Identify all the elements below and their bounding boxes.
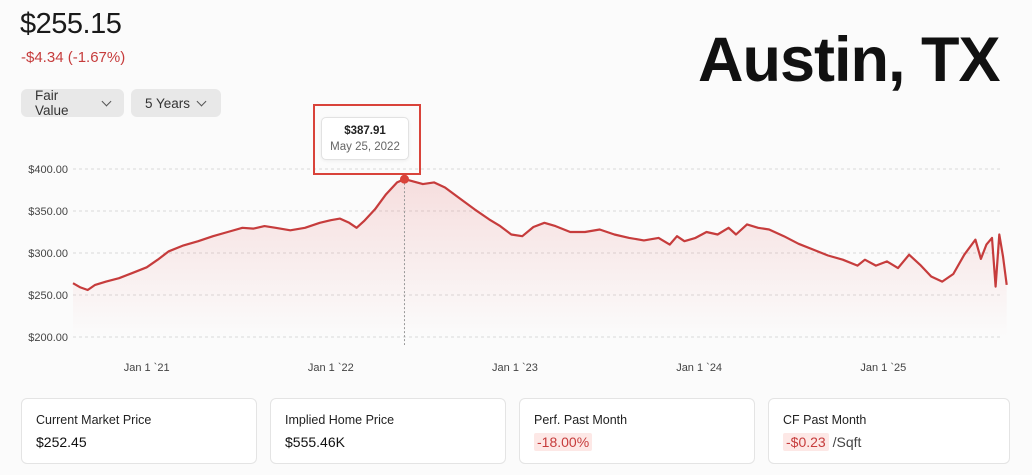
highlight-point[interactable] (399, 174, 409, 184)
card-label: Perf. Past Month (534, 413, 628, 427)
y-tick-label: $300.00 (28, 248, 68, 260)
city-title: Austin, TX (698, 25, 1000, 95)
tooltip-highlight-box (313, 104, 421, 175)
x-tick-label: Jan 1 `24 (676, 362, 722, 374)
range-dropdown[interactable]: 5 Years (131, 89, 221, 117)
card-cf-past-month: CF Past Month -$0.23 /Sqft (768, 398, 1010, 464)
range-dropdown-label: 5 Years (145, 95, 191, 111)
card-label: Implied Home Price (285, 413, 395, 427)
chart-series-line (72, 178, 1008, 292)
price-change: -$4.34 (-1.67%) (21, 49, 126, 66)
card-unit: /Sqft (832, 434, 862, 450)
x-tick-label: Jan 1 `25 (860, 362, 906, 374)
tooltip-date: May 25, 2022 (330, 141, 400, 153)
chart-tooltip: $387.91 May 25, 2022 (321, 117, 409, 160)
card-implied-home-price: Implied Home Price $555.46K (270, 398, 506, 464)
card-value: $555.46K (285, 434, 345, 450)
y-tick-label: $350.00 (28, 206, 68, 218)
card-perf-past-month: Perf. Past Month -18.00% (519, 398, 755, 464)
tooltip-value: $387.91 (344, 125, 386, 137)
card-value: -18.00% (534, 433, 593, 451)
card-value: -$0.23 (783, 433, 829, 451)
card-current-market-price: Current Market Price $252.45 (21, 398, 257, 464)
price-chart[interactable]: $400.00 $350.00 $300.00 $250.00 $200.00 Jan … (0, 100, 1032, 385)
x-tick-label: Jan 1 `21 (124, 362, 170, 374)
metric-dropdown[interactable]: Fair Value (21, 88, 124, 118)
card-value: $252.45 (36, 434, 87, 450)
chart-area-fill (73, 179, 1007, 337)
card-label: Current Market Price (36, 413, 152, 427)
y-tick-label: $200.00 (28, 332, 68, 344)
metric-dropdown-label: Fair Value (35, 88, 69, 118)
y-tick-label: $250.00 (28, 290, 68, 302)
x-tick-label: Jan 1 `22 (308, 362, 354, 374)
card-label: CF Past Month (783, 413, 867, 427)
y-tick-label: $400.00 (28, 164, 68, 176)
x-tick-label: Jan 1 `23 (492, 362, 538, 374)
current-price: $255.15 (20, 8, 122, 40)
